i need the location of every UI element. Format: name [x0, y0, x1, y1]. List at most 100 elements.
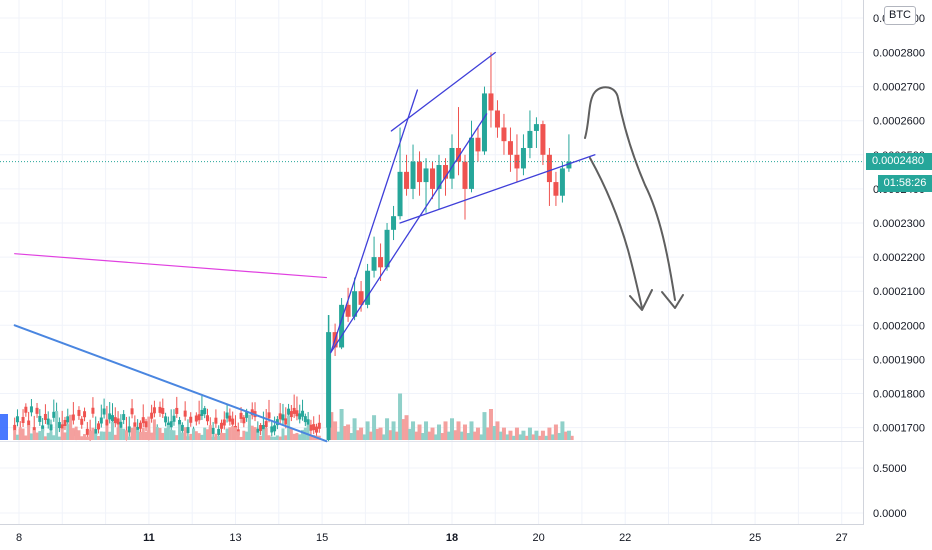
candle: [21, 416, 25, 423]
candle: [83, 411, 87, 418]
volume-bar: [200, 434, 204, 440]
price-tick-label: 0.0001800: [873, 389, 925, 401]
volume-bar: [391, 421, 396, 440]
volume-bar: [356, 430, 360, 440]
candle: [303, 416, 307, 423]
candle: [245, 411, 249, 418]
candle: [488, 93, 494, 111]
volume-bar: [301, 429, 305, 440]
price-axis: 0.00028000.00027000.00026000.00025000.00…: [873, 13, 925, 520]
candle: [186, 427, 190, 434]
candle: [113, 417, 117, 424]
volume-bar: [35, 432, 39, 440]
volume-bar: [298, 434, 302, 440]
candle: [273, 425, 277, 432]
candle: [559, 168, 565, 196]
price-tick-label: 0.0002000: [873, 320, 925, 332]
volume-bar: [309, 435, 313, 440]
candle: [175, 407, 179, 414]
volume-bar: [372, 415, 377, 440]
volume-bar: [136, 429, 140, 440]
volume-bar: [74, 426, 78, 440]
volume-bar: [346, 424, 351, 440]
candle: [520, 147, 526, 169]
volume-bar: [434, 434, 438, 440]
volume-bar: [395, 431, 399, 440]
volume-bar: [378, 427, 383, 440]
candle: [553, 182, 559, 196]
candle: [94, 429, 98, 436]
candle: [301, 410, 305, 417]
symbol-badge[interactable]: BTC: [884, 6, 916, 25]
candle: [225, 412, 229, 419]
candle: [417, 161, 423, 183]
volume-bar: [560, 421, 565, 440]
volume-bar: [164, 428, 168, 440]
volume-bar: [453, 430, 457, 440]
volume-bar: [362, 434, 366, 440]
candle: [481, 93, 487, 152]
candle: [326, 360, 331, 440]
volume-bar: [69, 414, 73, 440]
volume-bar: [365, 421, 370, 440]
candle: [197, 414, 201, 421]
volume-bar: [178, 424, 182, 440]
volume-bar: [55, 411, 59, 440]
volume-bar: [534, 430, 539, 440]
volume-bar: [349, 433, 353, 440]
candle: [27, 420, 31, 427]
volume-bar: [401, 419, 405, 440]
price-tick-label: 0.0002300: [873, 218, 925, 230]
candle: [130, 408, 134, 415]
volume-bar: [217, 435, 221, 440]
candles: [326, 52, 572, 442]
candle: [41, 425, 45, 432]
volume-bar: [105, 425, 109, 440]
candle: [443, 165, 449, 179]
candle: [242, 417, 246, 424]
time-tick-label: 11: [143, 532, 155, 544]
volume-bar: [32, 430, 36, 440]
candle: [270, 426, 274, 433]
volume-bar: [270, 436, 274, 440]
volume-bar: [233, 427, 237, 440]
candle: [77, 409, 81, 416]
candle: [29, 406, 33, 413]
volume-bar: [424, 421, 429, 440]
candle: [66, 416, 70, 423]
volume-bar: [49, 431, 53, 440]
volume-bar: [113, 434, 117, 440]
hand-drawn-arrows: [584, 86, 684, 311]
volume-bar: [180, 432, 184, 440]
volume-tick-label: 0.5000: [873, 463, 907, 475]
volume-bar: [352, 418, 357, 440]
volume-bar: [417, 424, 422, 440]
volume-bar: [538, 435, 542, 440]
volume-bar: [521, 430, 526, 440]
candle: [345, 304, 351, 317]
candle: [110, 415, 114, 422]
volume-bar: [514, 427, 519, 440]
candle: [507, 141, 513, 155]
volume-bar: [398, 393, 403, 440]
volume-bar: [495, 421, 500, 440]
candle: [231, 418, 235, 425]
volume-bar: [339, 409, 344, 440]
volume-bar: [547, 427, 552, 440]
candle: [317, 422, 321, 429]
volume-bar: [203, 427, 207, 440]
volume-bar: [225, 428, 229, 440]
candle: [200, 409, 204, 416]
volume-bar: [388, 430, 392, 440]
volume-bar: [382, 434, 386, 440]
volume-bar: [564, 431, 568, 440]
candle: [228, 415, 232, 422]
volume-bar: [247, 414, 251, 440]
candle: [138, 422, 142, 429]
candle: [127, 426, 131, 433]
volume-bar: [466, 433, 470, 440]
candle: [133, 422, 137, 429]
candle: [430, 168, 436, 189]
volume-bar: [41, 428, 45, 440]
